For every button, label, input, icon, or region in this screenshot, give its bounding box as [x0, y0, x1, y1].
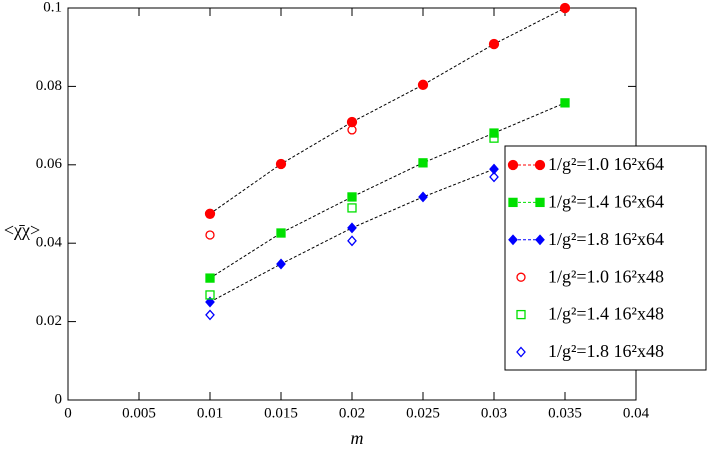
x-tick-label: 0.04	[623, 405, 650, 421]
marker	[418, 158, 428, 168]
marker	[205, 273, 215, 283]
marker	[417, 79, 429, 90]
marker	[489, 128, 499, 138]
series-line	[209, 7, 566, 215]
legend-label: 1/g²=1.4 16²x64	[548, 192, 664, 212]
marker	[535, 197, 545, 208]
series-line	[209, 102, 566, 279]
x-tick-label: 0.02	[339, 405, 365, 421]
x-tick-label: 0.01	[197, 405, 223, 421]
marker	[489, 171, 499, 183]
x-tick-label: 0.03	[481, 405, 507, 421]
marker	[205, 230, 215, 240]
y-tick-label: 0.1	[43, 0, 62, 15]
marker	[275, 158, 287, 170]
x-tick-label: 0.035	[548, 405, 582, 421]
y-tick-label: 0	[55, 391, 63, 407]
marker	[346, 116, 358, 128]
legend-label: 1/g²=1.4 16²x48	[548, 304, 664, 324]
marker	[489, 39, 499, 49]
y-axis-label: <χ̄χ>	[4, 220, 40, 240]
marker	[204, 208, 216, 219]
x-tick-label: 0	[64, 405, 72, 421]
marker	[205, 290, 215, 300]
x-axis-label: m	[351, 428, 364, 448]
legend-box	[504, 145, 707, 371]
legend-label: 1/g²=1.8 16²x64	[548, 229, 664, 249]
marker	[347, 125, 357, 135]
marker	[489, 163, 499, 175]
marker	[507, 159, 519, 171]
marker	[347, 192, 357, 202]
legend-label: 1/g²=1.8 16²x48	[548, 341, 664, 361]
marker	[276, 258, 286, 270]
y-tick-label: 0.04	[36, 235, 63, 251]
marker	[508, 197, 518, 208]
marker	[347, 235, 357, 247]
marker	[347, 222, 357, 234]
marker	[559, 2, 571, 14]
x-tick-label: 0.005	[122, 405, 156, 421]
marker	[516, 309, 526, 320]
y-tick-label: 0.02	[36, 313, 62, 329]
y-tick-label: 0.06	[36, 156, 63, 172]
marker	[205, 296, 215, 308]
marker	[516, 346, 526, 358]
marker	[508, 234, 518, 246]
legend-label: 1/g²=1.0 16²x64	[548, 154, 664, 174]
marker	[418, 191, 428, 203]
marker	[534, 159, 546, 171]
marker	[347, 203, 357, 213]
x-tick-label: 0.015	[264, 405, 298, 421]
marker	[276, 228, 286, 238]
marker	[535, 234, 545, 246]
marker	[560, 98, 570, 108]
marker	[205, 309, 215, 321]
x-tick-label: 0.025	[406, 405, 440, 421]
y-tick-label: 0.08	[36, 78, 62, 94]
legend-label: 1/g²=1.0 16²x48	[548, 266, 664, 286]
marker	[516, 272, 526, 282]
marker	[489, 133, 499, 143]
